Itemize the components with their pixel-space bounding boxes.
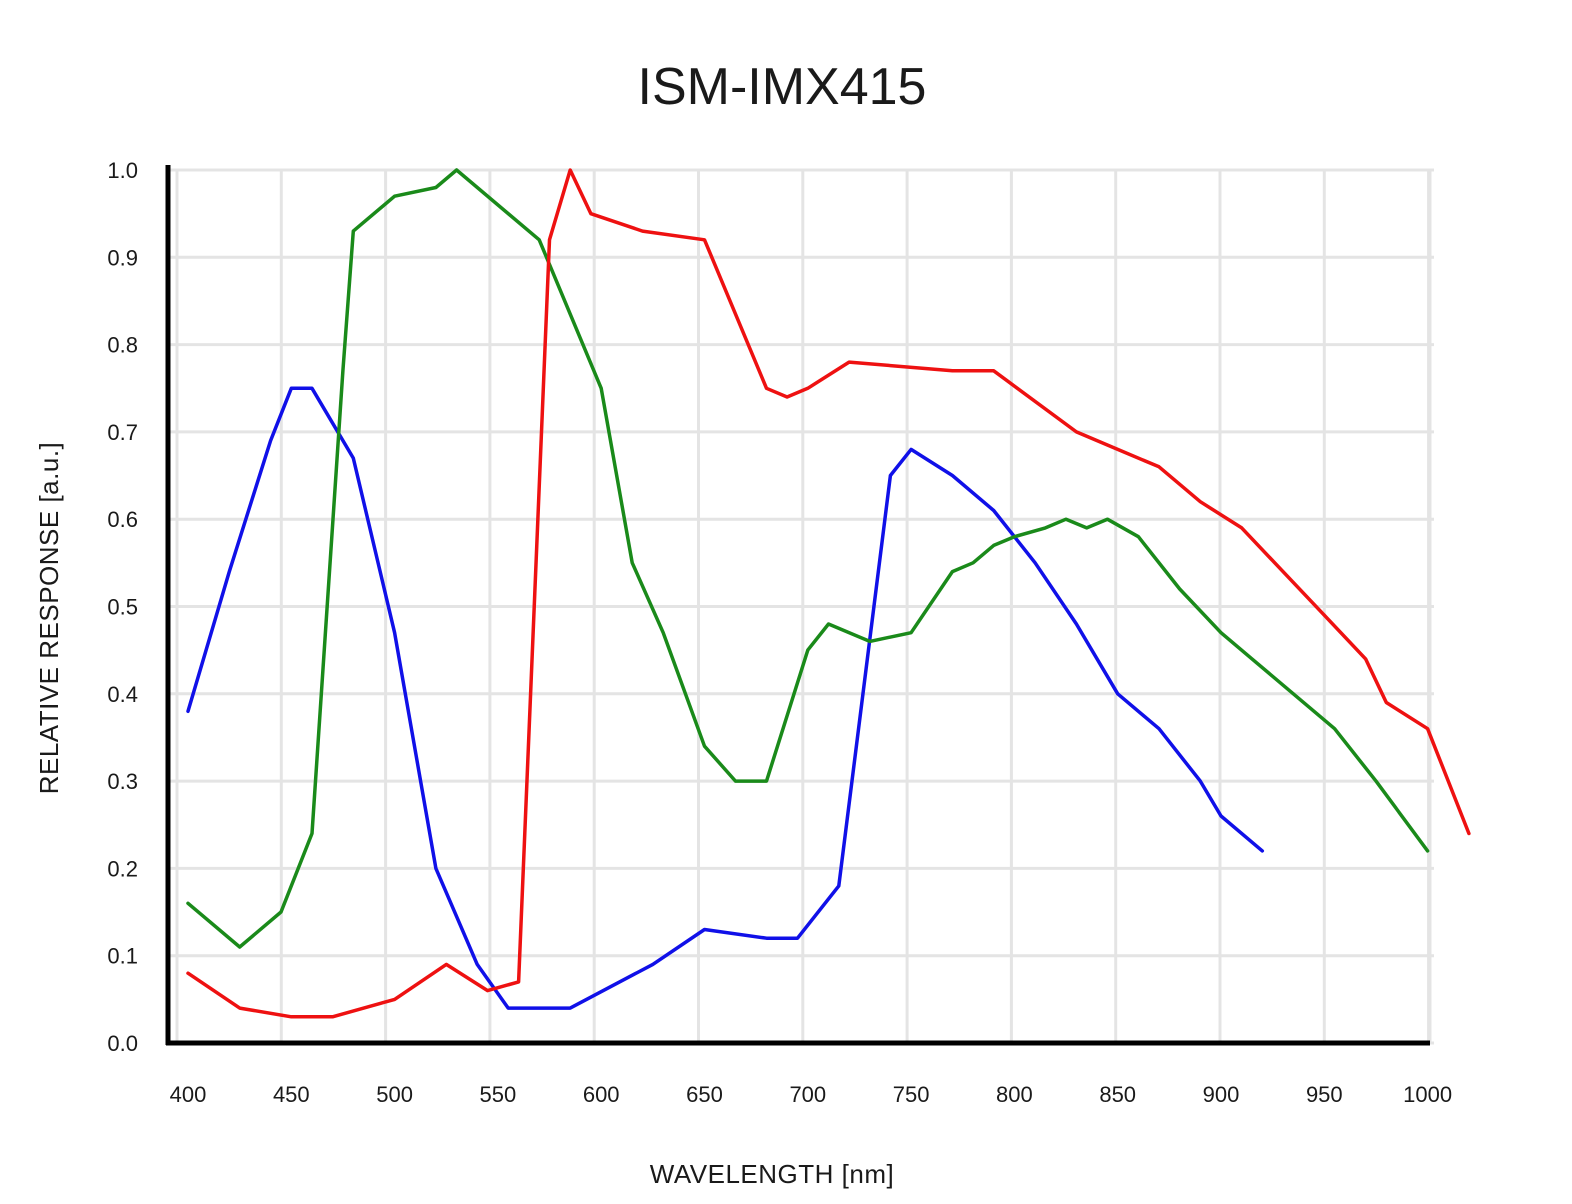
series-line-green xyxy=(186,168,1430,949)
x-tick-label: 650 xyxy=(686,1082,723,1107)
y-tick-label: 0.9 xyxy=(107,245,138,270)
x-tick-label: 900 xyxy=(1203,1082,1240,1107)
series-line-blue xyxy=(186,386,1265,1010)
y-tick-label: 0.2 xyxy=(107,856,138,881)
y-tick-label: 0.4 xyxy=(107,682,138,707)
x-tick-labels: 400 450 500 550 600 650 700 750 800 850 900 950 1000 xyxy=(170,1082,1452,1107)
x-tick-label: 450 xyxy=(273,1082,310,1107)
series-group xyxy=(186,168,1471,1019)
x-tick-label: 1000 xyxy=(1403,1082,1452,1107)
axes xyxy=(165,165,1430,1046)
grid xyxy=(168,168,1434,1045)
y-tick-label: 0.0 xyxy=(107,1031,138,1056)
x-axis-label: WAVELENGTH [nm] xyxy=(650,1159,894,1189)
x-tick-label: 600 xyxy=(583,1082,620,1107)
x-tick-label: 400 xyxy=(170,1082,207,1107)
x-tick-label: 550 xyxy=(480,1082,517,1107)
y-axis-label: RELATIVE RESPONSE [a.u.] xyxy=(34,442,64,795)
series-line-red xyxy=(186,168,1471,1019)
x-tick-label: 750 xyxy=(893,1082,930,1107)
y-tick-label: 0.6 xyxy=(107,507,138,532)
x-tick-label: 800 xyxy=(996,1082,1033,1107)
chart-title: ISM-IMX415 xyxy=(638,58,927,116)
y-tick-label: 0.7 xyxy=(107,420,138,445)
x-tick-label: 950 xyxy=(1306,1082,1343,1107)
y-tick-label: 1.0 xyxy=(107,158,138,183)
y-tick-label: 0.3 xyxy=(107,769,138,794)
y-tick-labels: 0.0 0.1 0.2 0.3 0.4 0.5 0.6 0.7 0.8 0.9 1.0 xyxy=(107,158,138,1056)
x-tick-label: 850 xyxy=(1099,1082,1136,1107)
x-tick-label: 700 xyxy=(789,1082,826,1107)
x-tick-label: 500 xyxy=(376,1082,413,1107)
y-tick-label: 0.5 xyxy=(107,595,138,620)
y-tick-label: 0.1 xyxy=(107,944,138,969)
y-tick-label: 0.8 xyxy=(107,333,138,358)
